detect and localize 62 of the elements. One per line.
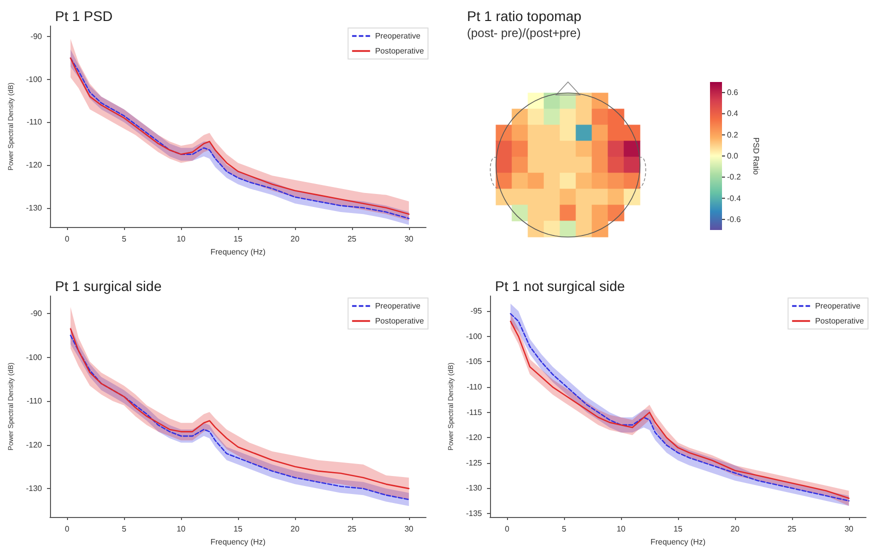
y-tick-label: -130 bbox=[26, 484, 43, 494]
chart-title: Pt 1 PSD bbox=[55, 8, 113, 24]
y-tick-label: -90 bbox=[30, 309, 43, 318]
x-tick-label: 15 bbox=[234, 234, 243, 244]
y-tick-label: -115 bbox=[466, 408, 483, 417]
legend-label: Postoperative bbox=[375, 46, 425, 56]
y-tick-label: -120 bbox=[466, 433, 483, 442]
legend-label: Preoperative bbox=[375, 32, 421, 40]
y-tick-label: -130 bbox=[466, 484, 483, 493]
x-tick-label: 20 bbox=[290, 234, 300, 244]
x-axis-title: Frequency (Hz) bbox=[650, 537, 706, 546]
x-tick-label: 30 bbox=[404, 524, 414, 534]
x-tick-label: 30 bbox=[844, 524, 854, 534]
y-tick-label: -110 bbox=[466, 382, 483, 392]
legend-label: Postoperative bbox=[375, 316, 425, 326]
color-bar-label: 0.0 bbox=[727, 152, 739, 160]
color-bar-label: -0.6 bbox=[727, 214, 742, 224]
color-bar-label: 0.4 bbox=[727, 109, 739, 118]
x-tick-label: 20 bbox=[290, 524, 300, 534]
y-tick-label: -105 bbox=[466, 357, 483, 366]
legend-label: Postoperative bbox=[815, 316, 865, 326]
y-tick-label: -90 bbox=[30, 32, 43, 42]
x-tick-label: 0 bbox=[504, 524, 510, 534]
y-tick-label: -110 bbox=[26, 118, 43, 127]
color-bar-label: 0.6 bbox=[727, 88, 739, 98]
y-tick-label: -95 bbox=[470, 306, 483, 316]
x-tick-label: 0 bbox=[64, 524, 70, 534]
x-axis-title: Frequency (Hz) bbox=[210, 537, 266, 546]
x-tick-label: 30 bbox=[404, 234, 414, 244]
y-tick-label: -135 bbox=[466, 508, 483, 518]
x-tick-label: 5 bbox=[562, 524, 567, 534]
x-axis-title: Frequency (Hz) bbox=[210, 247, 266, 256]
color-bar-label: -0.4 bbox=[727, 194, 742, 203]
y-tick-label: -120 bbox=[26, 440, 43, 450]
color-bar-title: PSD Ratio bbox=[752, 137, 760, 176]
x-tick-label: 5 bbox=[122, 524, 127, 534]
y-tick-label: -125 bbox=[466, 458, 483, 468]
x-tick-label: 20 bbox=[730, 524, 740, 534]
x-tick-label: 25 bbox=[347, 234, 357, 244]
y-tick-label: -110 bbox=[26, 396, 43, 406]
x-tick-label: 25 bbox=[347, 524, 357, 534]
y-tick-label: -130 bbox=[26, 203, 43, 212]
chart-subtitle: (post- pre)/(post+pre) bbox=[467, 26, 581, 40]
chart-title: Pt 1 not surgical side bbox=[495, 278, 626, 294]
x-tick-label: 10 bbox=[616, 524, 626, 534]
x-tick-label: 10 bbox=[176, 234, 186, 244]
x-tick-label: 10 bbox=[176, 524, 186, 534]
x-tick-label: 5 bbox=[122, 234, 127, 244]
y-tick-label: -100 bbox=[26, 352, 43, 362]
y-tick-label: -120 bbox=[26, 160, 43, 170]
y-tick-label: -100 bbox=[26, 74, 43, 84]
x-tick-label: 0 bbox=[64, 234, 70, 244]
x-tick-label: 25 bbox=[787, 524, 797, 534]
x-tick-label: 15 bbox=[234, 524, 243, 534]
legend-label: Preoperative bbox=[815, 302, 861, 310]
legend-label: Preoperative bbox=[375, 302, 421, 310]
x-tick-label: 15 bbox=[674, 524, 683, 534]
chart-title: Pt 1 ratio topomap bbox=[467, 8, 582, 24]
color-bar-label: -0.2 bbox=[727, 172, 742, 182]
y-tick-label: -100 bbox=[466, 332, 483, 341]
chart-title: Pt 1 surgical side bbox=[55, 278, 162, 294]
color-bar-label: 0.2 bbox=[727, 130, 739, 140]
